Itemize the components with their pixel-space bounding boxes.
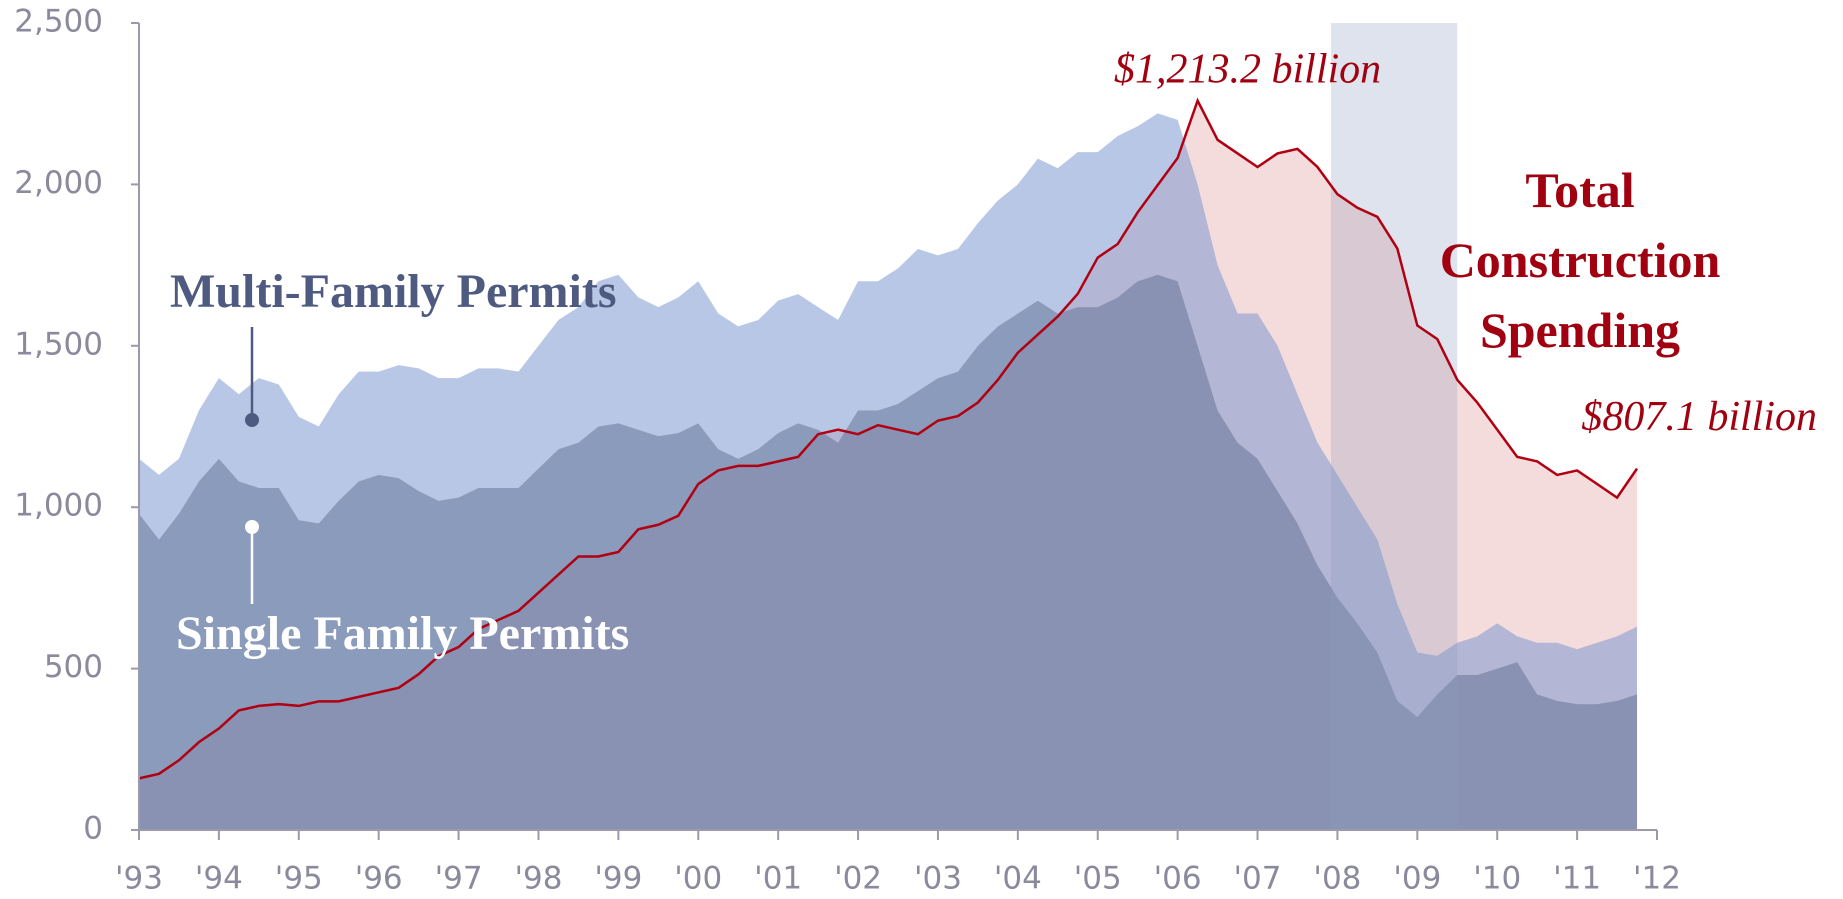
x-tick-label: '07 (1234, 861, 1282, 897)
permit-area (139, 274, 1638, 830)
x-tick-label: '03 (914, 861, 962, 897)
multi-label: Multi-Family Permits (170, 265, 617, 318)
x-tick-label: '05 (1074, 861, 1122, 897)
x-tick-label: '99 (594, 861, 642, 897)
value-label: $1,213.2 billion (1114, 46, 1381, 92)
x-tick-label: '12 (1633, 861, 1681, 897)
x-tick-label: '00 (674, 861, 722, 897)
x-tick-label: '98 (514, 861, 562, 897)
x-tick-label: '01 (754, 861, 802, 897)
x-tick-label: '93 (115, 861, 163, 897)
x-tick-label: '04 (994, 861, 1042, 897)
pointer-dot (245, 413, 259, 427)
x-tick-label: '02 (834, 861, 882, 897)
spending-label: Total Construction Spending (1439, 162, 1721, 358)
x-tick-label: '96 (355, 861, 403, 897)
x-tick-label: '06 (1154, 861, 1202, 897)
y-tick-label: 1,500 (14, 326, 103, 362)
x-tick-label: '97 (435, 861, 483, 897)
value-label: $807.1 billion (1581, 394, 1817, 440)
x-tick-label: '94 (195, 861, 243, 897)
recession-band (1331, 23, 1458, 830)
single-label: Single Family Permits (176, 607, 629, 660)
permit-area (139, 113, 1638, 718)
pointer-dot (245, 520, 259, 534)
x-tick-label: '09 (1393, 861, 1441, 897)
x-tick-label: '95 (275, 861, 323, 897)
y-tick-label: 2,000 (14, 165, 103, 201)
x-tick-label: '10 (1473, 861, 1521, 897)
spending-line (138, 97, 1639, 780)
x-tick-label: '08 (1313, 861, 1361, 897)
y-tick-label: 2,500 (14, 4, 103, 40)
y-tick-label: 500 (44, 649, 103, 685)
x-tick-label: '11 (1553, 861, 1601, 897)
y-tick-label: 1,000 (14, 488, 103, 524)
y-tick-label: 0 (83, 811, 103, 847)
